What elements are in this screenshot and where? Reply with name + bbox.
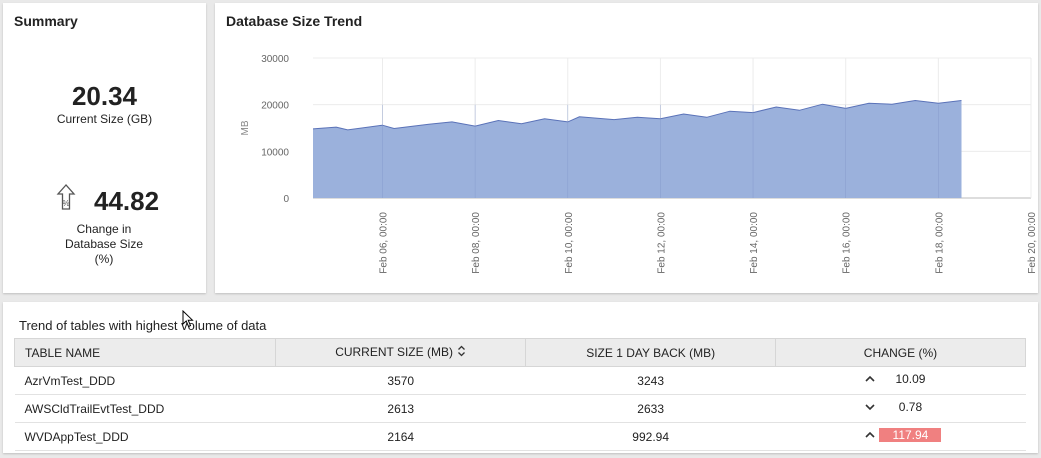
chevron-up-icon bbox=[863, 372, 877, 386]
change-label: Change in Database Size (%) bbox=[43, 222, 165, 267]
table-row[interactable]: WVDAppTest_DDD 2164 992.94 117.94 bbox=[14, 422, 1026, 451]
x-tick-label: Feb 20, 00:00 bbox=[1027, 212, 1038, 274]
y-tick-label: 30000 bbox=[261, 54, 289, 65]
size-back-cell: 3243 bbox=[525, 366, 776, 395]
col-size-1-day-back[interactable]: SIZE 1 DAY BACK (MB) bbox=[525, 338, 776, 367]
x-tick-label: Feb 10, 00:00 bbox=[564, 212, 575, 274]
change-label-line-1: Change in bbox=[76, 222, 132, 236]
y-tick-label: 10000 bbox=[261, 147, 289, 158]
x-tick-label: Feb 06, 00:00 bbox=[378, 212, 389, 274]
current-size-cell: 3570 bbox=[275, 366, 526, 395]
change-label-line-2: Database Size bbox=[64, 237, 144, 251]
col-table-name[interactable]: TABLE NAME bbox=[13, 338, 277, 367]
trend-card: Database Size Trend 0 10000 20000 30000 Feb … bbox=[215, 3, 1038, 293]
change-cell: 10.09 bbox=[775, 366, 1026, 395]
table-row[interactable]: AzrVmTest_DDD 3570 3243 10.09 bbox=[14, 366, 1026, 395]
summary-title: Summary bbox=[14, 13, 78, 29]
change-value-cell: 10.09 bbox=[895, 372, 926, 386]
size-back-cell: 2633 bbox=[525, 394, 776, 423]
table-name-cell: WVDAppTest_DDD bbox=[14, 422, 276, 451]
chevron-down-icon bbox=[863, 400, 877, 414]
y-tick-label: 0 bbox=[283, 194, 289, 205]
col-current-size[interactable]: CURRENT SIZE (MB) bbox=[275, 338, 527, 367]
tables-table: TABLE NAME CURRENT SIZE (MB) SIZE 1 DAY … bbox=[13, 338, 1027, 451]
database-size-chart: 0 10000 20000 30000 Feb 06, 00:00 Feb 08, 00:… bbox=[240, 54, 1038, 274]
table-header-row: TABLE NAME CURRENT SIZE (MB) SIZE 1 DAY … bbox=[13, 338, 1027, 367]
y-tick-label: 20000 bbox=[261, 101, 289, 112]
x-tick-label: Feb 08, 00:00 bbox=[471, 212, 482, 274]
tables-title: Trend of tables with highest volume of d… bbox=[19, 318, 267, 333]
series-area bbox=[313, 100, 962, 198]
change-cell: 0.78 bbox=[775, 394, 1026, 423]
x-tick-label: Feb 12, 00:00 bbox=[656, 212, 667, 274]
change-label-line-3: (%) bbox=[94, 252, 114, 266]
x-tick-label: Feb 16, 00:00 bbox=[842, 212, 853, 274]
x-tick-label: Feb 14, 00:00 bbox=[749, 212, 760, 274]
summary-card: Summary 20.34 Current Size (GB) % 44.82 … bbox=[3, 3, 206, 293]
current-size-cell: 2164 bbox=[275, 422, 526, 451]
size-back-cell: 992.94 bbox=[525, 422, 776, 451]
current-size-value: 20.34 bbox=[71, 81, 138, 111]
chevron-up-icon bbox=[863, 428, 877, 442]
current-size-label: Current Size (GB) bbox=[56, 112, 153, 126]
arrow-up-percent-icon: % bbox=[56, 184, 76, 215]
current-size-cell: 2613 bbox=[275, 394, 526, 423]
x-tick-label: Feb 18, 00:00 bbox=[934, 212, 945, 274]
trend-title: Database Size Trend bbox=[226, 13, 363, 29]
change-value-cell: 0.78 bbox=[898, 400, 923, 414]
change-value-cell: 117.94 bbox=[879, 428, 942, 442]
table-name-cell: AzrVmTest_DDD bbox=[14, 366, 276, 395]
series-line bbox=[312, 99, 962, 131]
svg-text:%: % bbox=[62, 199, 69, 208]
change-cell: 117.94 bbox=[775, 422, 1026, 451]
table-name-cell: AWSCldTrailEvtTest_DDD bbox=[14, 394, 276, 423]
y-axis-label: MB bbox=[240, 120, 251, 135]
sort-icon[interactable] bbox=[457, 345, 466, 360]
col-change[interactable]: CHANGE (%) bbox=[774, 338, 1027, 367]
change-value: 44.82 bbox=[94, 186, 160, 216]
mouse-cursor-icon bbox=[182, 309, 194, 333]
table-row[interactable]: AWSCldTrailEvtTest_DDD 2613 2633 0.78 bbox=[14, 394, 1026, 423]
